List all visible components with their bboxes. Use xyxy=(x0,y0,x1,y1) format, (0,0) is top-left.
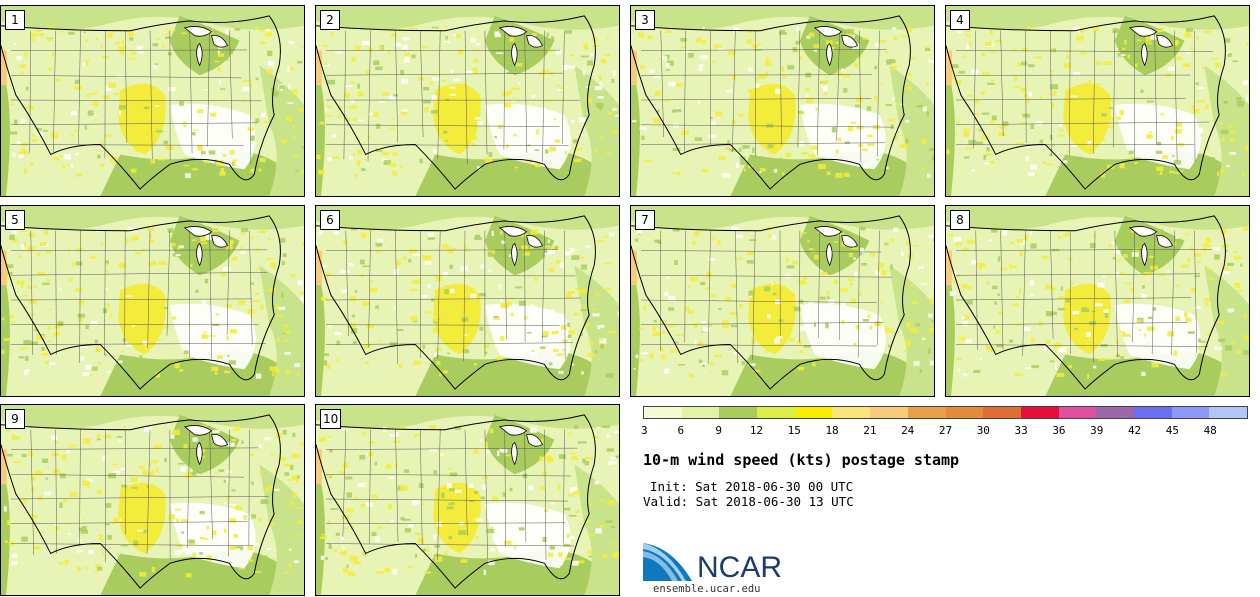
colorbar-tick-label: 18 xyxy=(825,424,839,437)
wind-map xyxy=(946,206,1249,396)
colorbar-tick-label: 33 xyxy=(1014,424,1028,437)
colorbar-segment xyxy=(945,407,984,418)
member-panel: 4 xyxy=(945,5,1250,197)
init-time: Init: Sat 2018-06-30 00 UTC xyxy=(650,479,854,494)
plot-title: 10-m wind speed (kts) postage stamp xyxy=(643,451,960,469)
site-url[interactable]: ensemble.ucar.edu xyxy=(653,583,761,595)
member-panel: 3 xyxy=(630,5,935,197)
colorbar-tick-label: 9 xyxy=(715,424,722,437)
wind-map xyxy=(1,206,304,396)
member-number-label: 7 xyxy=(635,210,655,230)
colorbar-tick-label: 24 xyxy=(901,424,915,437)
ncar-logo-text: NCAR xyxy=(697,551,783,584)
wind-map xyxy=(316,405,619,595)
colorbar-tick-label: 48 xyxy=(1203,424,1217,437)
colorbar-tick-label: 39 xyxy=(1090,424,1104,437)
member-number-label: 10 xyxy=(320,409,342,429)
member-panel: 5 xyxy=(0,205,305,397)
wind-map xyxy=(316,206,619,396)
member-panel: 8 xyxy=(945,205,1250,397)
member-panel: 9 xyxy=(0,404,305,596)
colorbar-segment xyxy=(1096,407,1134,418)
colorbar-tick-label: 12 xyxy=(749,424,764,437)
colorbar-tick-label: 30 xyxy=(976,424,990,437)
colorbar-segment xyxy=(1133,407,1172,418)
member-panel: 10 xyxy=(315,404,620,596)
member-number-label: 2 xyxy=(320,10,340,30)
colorbar-segment xyxy=(907,407,946,418)
colorbar-tick-label: 6 xyxy=(677,424,685,437)
colorbar-tick-label: 3 xyxy=(641,424,648,437)
colorbar-segment xyxy=(719,407,758,418)
wind-map xyxy=(631,6,934,196)
member-panel: 6 xyxy=(315,205,620,397)
member-number-label: 1 xyxy=(5,10,25,30)
ncar-logo-icon xyxy=(643,543,692,581)
colorbar-tick-label: 27 xyxy=(938,424,953,437)
member-panel: 1 xyxy=(0,5,305,197)
colorbar-segment xyxy=(983,407,1021,418)
wind-map xyxy=(1,405,304,595)
member-number-label: 4 xyxy=(950,10,970,30)
colorbar-segment xyxy=(757,407,795,418)
colorbar xyxy=(643,406,1248,419)
member-panel: 7 xyxy=(630,205,935,397)
colorbar-segment xyxy=(644,407,682,418)
colorbar-segment xyxy=(1209,407,1247,418)
wind-map xyxy=(316,6,619,196)
member-number-label: 9 xyxy=(5,409,25,429)
colorbar-tick-label: 36 xyxy=(1052,424,1066,437)
colorbar-ticks: 3 6 9 12 15 18 21 24 27 30 33 36 39 42 45 48 xyxy=(641,424,1248,438)
colorbar-segment xyxy=(1171,407,1210,418)
colorbar-segment xyxy=(870,407,908,418)
colorbar-segment xyxy=(1058,407,1097,418)
valid-time: Valid: Sat 2018-06-30 13 UTC xyxy=(643,494,854,509)
colorbar-segment xyxy=(794,407,833,418)
colorbar-segment xyxy=(681,407,720,418)
colorbar-segment xyxy=(1020,407,1059,418)
wind-map xyxy=(1,6,304,196)
colorbar-tick-label: 21 xyxy=(863,424,877,437)
member-panel: 2 xyxy=(315,5,620,197)
colorbar-tick-label: 15 xyxy=(787,424,801,437)
colorbar-segment xyxy=(832,407,871,418)
member-number-label: 3 xyxy=(635,10,655,30)
colorbar-tick-label: 42 xyxy=(1127,424,1142,437)
member-number-label: 5 xyxy=(5,210,25,230)
member-number-label: 8 xyxy=(950,210,970,230)
member-number-label: 6 xyxy=(320,210,340,230)
wind-map xyxy=(631,206,934,396)
wind-map xyxy=(946,6,1249,196)
colorbar-tick-label: 45 xyxy=(1165,424,1179,437)
